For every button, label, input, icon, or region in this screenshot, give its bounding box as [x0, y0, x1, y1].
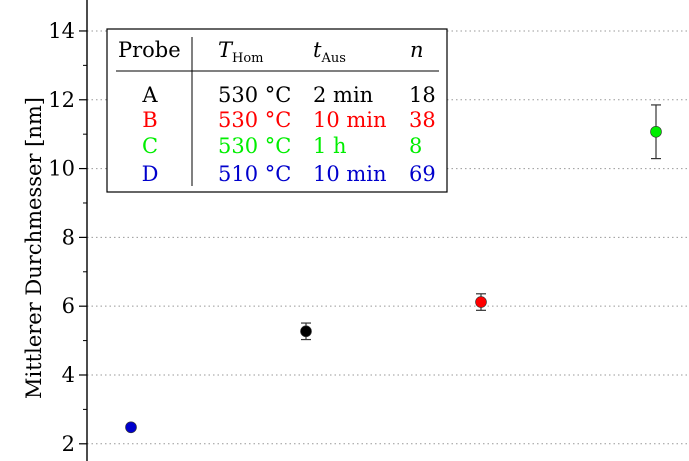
legend-row-a-n: 18 — [409, 83, 436, 107]
legend-rows: A 530 °C 2 min 18 B 530 °C 10 min 38 C 5… — [141, 83, 435, 186]
legend-header-t-aus: tAus — [313, 38, 346, 66]
legend-row-c-n: 8 — [409, 134, 422, 158]
y-tick-label: 2 — [62, 432, 75, 456]
data-marker — [475, 296, 487, 308]
y-tick-label: 4 — [62, 363, 75, 387]
data-marker — [300, 325, 312, 338]
legend-row-b-probe: B — [142, 108, 157, 132]
legend-header-n: n — [410, 38, 424, 62]
legend-header-probe: Probe — [118, 38, 181, 62]
data-point-d — [125, 421, 137, 434]
data-point-c — [650, 104, 662, 160]
legend-box — [106, 28, 448, 193]
legend-header-t-hom: THom — [218, 38, 264, 66]
legend-row-d-probe: D — [142, 162, 159, 186]
legend-row-d-t-aus: 10 min — [313, 162, 387, 186]
data-point-b — [475, 293, 487, 311]
legend-table: Probe THom tAus n A 530 °C 2 min 18 B 53… — [106, 28, 448, 193]
legend-row-c-probe: C — [142, 134, 158, 158]
y-tick-label: 6 — [62, 294, 75, 318]
y-tick-label: 14 — [48, 19, 75, 43]
legend-row-a-t-hom: 530 °C — [218, 83, 291, 107]
data-marker — [125, 421, 137, 434]
y-tick-label: 12 — [48, 88, 75, 112]
legend-row-a-t-aus: 2 min — [313, 83, 373, 107]
data-point-a — [300, 322, 312, 341]
legend-row-c-t-aus: 1 h — [313, 134, 347, 158]
legend-row-d-t-hom: 510 °C — [218, 162, 291, 186]
y-tick-label: 10 — [48, 157, 75, 181]
legend-row-d-n: 69 — [409, 162, 436, 186]
y-axis-title: Mittlerer Durchmesser [nm] — [22, 97, 46, 399]
data-marker — [650, 125, 662, 138]
legend-row-a-probe: A — [141, 83, 158, 107]
legend-row-b-n: 38 — [409, 108, 436, 132]
legend-row-c-t-hom: 530 °C — [218, 134, 291, 158]
legend-row-b-t-hom: 530 °C — [218, 108, 291, 132]
data-points — [125, 104, 662, 434]
y-tick-label: 8 — [62, 225, 75, 249]
legend-row-b-t-aus: 10 min — [313, 108, 387, 132]
y-ticks: 2 4 6 8 10 12 14 — [48, 19, 87, 456]
